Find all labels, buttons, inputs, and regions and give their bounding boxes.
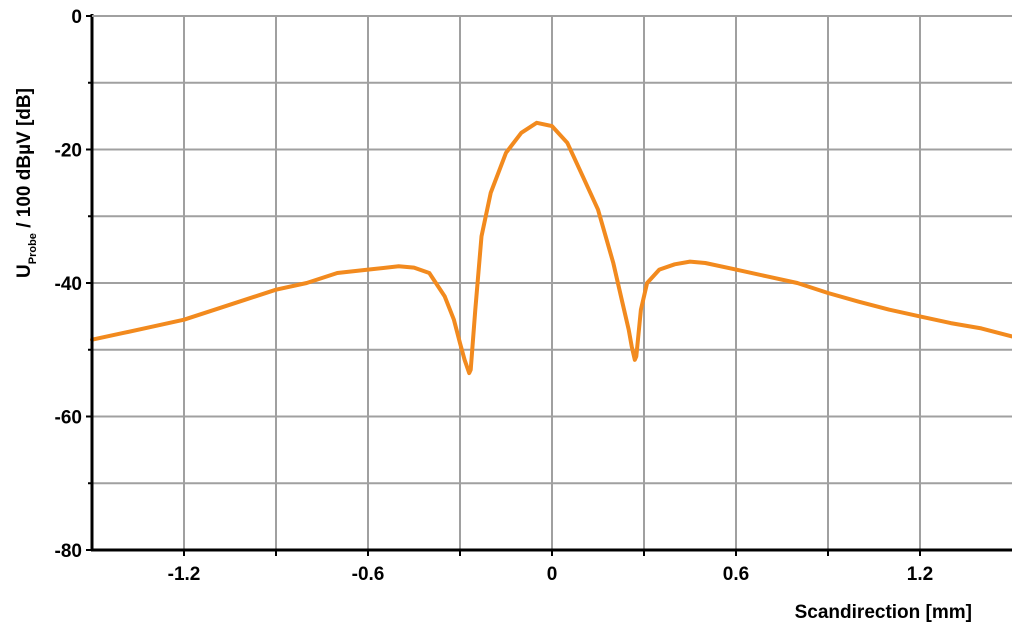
- axes: [86, 14, 1012, 556]
- y-axis-title-main: U: [14, 264, 35, 278]
- grid-lines: [92, 16, 1012, 550]
- series-layer: [90, 120, 1012, 376]
- x-tick-label: -0.6: [352, 564, 385, 585]
- y-tick-label: -80: [55, 541, 82, 562]
- tick-labels: 0 -20 -40 -60 -80 -1.2 -0.6 0 0.6 1.2: [55, 7, 934, 585]
- series-line: [90, 120, 1012, 376]
- y-axis-title: UProbe / 100 dBµV [dB]: [14, 88, 39, 278]
- y-axis-title-subscript: Probe: [27, 233, 39, 264]
- x-axis-title: Scandirection [mm]: [795, 602, 972, 623]
- y-tick-label: -40: [55, 274, 82, 295]
- x-tick-label: -1.2: [168, 564, 201, 585]
- x-tick-label: 0: [547, 564, 558, 585]
- y-tick-label: -60: [55, 408, 82, 429]
- x-tick-label: 0.6: [723, 564, 749, 585]
- y-axis-title-rest: / 100 dBµV [dB]: [14, 88, 35, 233]
- x-tick-label: 1.2: [907, 564, 933, 585]
- y-tick-label: -20: [55, 141, 82, 162]
- y-tick-label: 0: [71, 7, 82, 28]
